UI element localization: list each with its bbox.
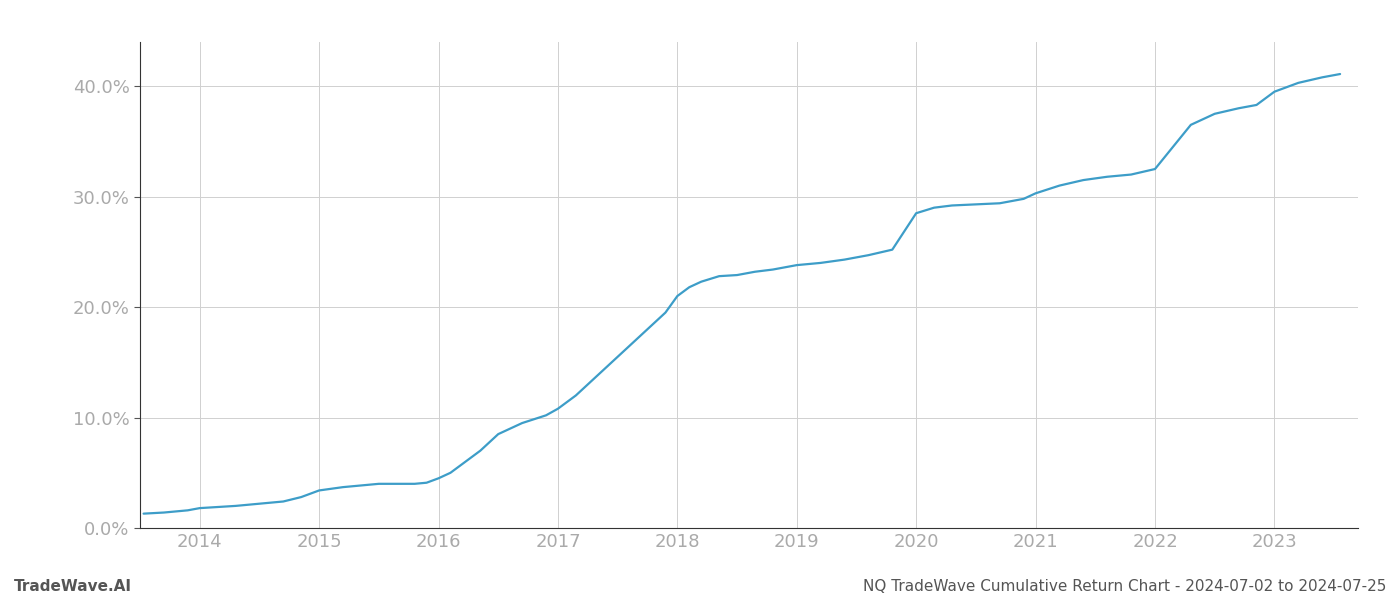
Text: TradeWave.AI: TradeWave.AI xyxy=(14,579,132,594)
Text: NQ TradeWave Cumulative Return Chart - 2024-07-02 to 2024-07-25: NQ TradeWave Cumulative Return Chart - 2… xyxy=(862,579,1386,594)
